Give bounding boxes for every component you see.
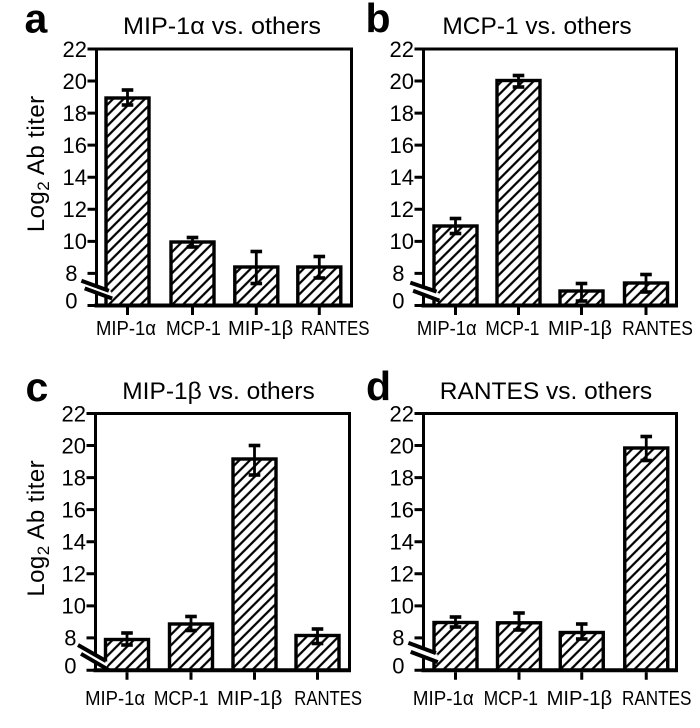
svg-text:c: c <box>26 364 49 410</box>
svg-text:0: 0 <box>392 289 404 314</box>
svg-text:18: 18 <box>62 465 86 490</box>
svg-text:8: 8 <box>392 626 404 651</box>
svg-text:20: 20 <box>62 433 86 458</box>
svg-text:RANTES vs. others: RANTES vs. others <box>440 378 652 405</box>
svg-text:14: 14 <box>390 529 414 554</box>
svg-text:8: 8 <box>64 626 76 651</box>
svg-text:RANTES: RANTES <box>294 688 362 710</box>
svg-text:MIP-1β: MIP-1β <box>217 688 282 710</box>
svg-text:18: 18 <box>390 101 414 126</box>
svg-text:MCP-1: MCP-1 <box>154 688 209 710</box>
svg-text:MIP-1β: MIP-1β <box>548 318 612 340</box>
svg-text:RANTES: RANTES <box>301 318 370 340</box>
svg-text:14: 14 <box>390 165 414 190</box>
svg-text:12: 12 <box>63 197 87 222</box>
svg-text:14: 14 <box>62 529 86 554</box>
svg-text:8: 8 <box>65 261 77 286</box>
svg-text:8: 8 <box>392 261 404 286</box>
svg-text:MCP-1: MCP-1 <box>484 688 538 710</box>
svg-text:MCP-1: MCP-1 <box>485 318 539 340</box>
svg-text:16: 16 <box>63 133 87 158</box>
svg-text:20: 20 <box>63 69 87 94</box>
svg-text:MIP-1β: MIP-1β <box>228 318 293 340</box>
svg-text:MCP-1: MCP-1 <box>166 318 221 340</box>
svg-text:Log2 Ab titer: Log2 Ab titer <box>23 460 53 597</box>
svg-text:MIP-1β: MIP-1β <box>547 688 613 710</box>
svg-text:18: 18 <box>63 101 87 126</box>
svg-text:0: 0 <box>392 654 404 679</box>
svg-text:16: 16 <box>62 497 86 522</box>
svg-text:MIP-1β vs. others: MIP-1β vs. others <box>122 378 314 405</box>
svg-text:18: 18 <box>390 465 414 490</box>
svg-text:10: 10 <box>390 229 414 254</box>
svg-text:a: a <box>25 0 49 41</box>
svg-text:16: 16 <box>390 133 414 158</box>
svg-text:12: 12 <box>62 562 86 587</box>
svg-text:12: 12 <box>390 197 414 222</box>
svg-text:12: 12 <box>390 562 414 587</box>
svg-text:Log2 Ab titer: Log2 Ab titer <box>23 95 53 232</box>
svg-text:0: 0 <box>64 654 76 679</box>
svg-text:d: d <box>366 363 391 409</box>
svg-text:22: 22 <box>390 401 414 426</box>
svg-text:10: 10 <box>390 594 414 619</box>
svg-text:MIP-1α: MIP-1α <box>417 318 477 340</box>
svg-text:MIP-1α: MIP-1α <box>96 318 156 340</box>
svg-text:MIP-1α: MIP-1α <box>413 688 474 710</box>
svg-text:MIP-1α: MIP-1α <box>85 688 145 710</box>
svg-text:16: 16 <box>390 497 414 522</box>
svg-text:22: 22 <box>62 401 86 426</box>
svg-text:0: 0 <box>65 289 77 314</box>
svg-text:10: 10 <box>63 229 87 254</box>
svg-text:MIP-1α vs. others: MIP-1α vs. others <box>123 13 321 40</box>
svg-text:20: 20 <box>390 433 414 458</box>
svg-text:MCP-1 vs. others: MCP-1 vs. others <box>442 13 631 40</box>
svg-text:14: 14 <box>63 165 87 190</box>
svg-text:RANTES: RANTES <box>622 688 691 710</box>
svg-text:10: 10 <box>62 594 86 619</box>
svg-text:20: 20 <box>390 69 414 94</box>
svg-text:22: 22 <box>390 37 414 62</box>
svg-text:b: b <box>366 0 391 41</box>
svg-text:22: 22 <box>63 37 87 62</box>
svg-text:RANTES: RANTES <box>622 318 693 340</box>
